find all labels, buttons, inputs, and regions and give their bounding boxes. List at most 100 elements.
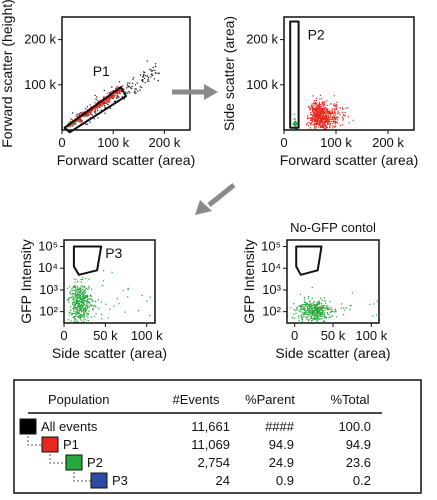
gate-polygon[interactable] <box>295 245 323 276</box>
event-point <box>324 112 327 114</box>
event-point <box>86 306 89 309</box>
event-point <box>84 308 86 310</box>
event-point <box>81 310 83 313</box>
event-point <box>345 107 347 110</box>
event-point <box>323 108 325 111</box>
event-point <box>91 299 93 301</box>
event-point <box>94 304 96 307</box>
event-point <box>344 309 346 311</box>
event-point <box>71 295 74 297</box>
event-point <box>109 101 111 103</box>
event-point <box>74 315 77 317</box>
event-point <box>79 287 82 290</box>
event-point <box>313 102 316 105</box>
event-point <box>309 107 312 109</box>
event-point <box>317 112 319 114</box>
event-point <box>76 294 78 296</box>
event-point <box>322 113 324 116</box>
event-point <box>82 291 85 293</box>
population-name: P2 <box>87 455 103 470</box>
table-row[interactable]: P1 11,069 94.9 94.9 <box>27 436 371 453</box>
event-point <box>85 311 87 313</box>
event-point <box>321 102 323 104</box>
event-point <box>86 313 89 315</box>
event-point <box>315 104 317 107</box>
plot-frame <box>283 16 415 131</box>
event-point <box>312 121 314 123</box>
event-point <box>77 290 79 292</box>
tree-connector <box>27 436 42 446</box>
event-point <box>321 116 323 118</box>
event-point <box>118 90 120 93</box>
event-point <box>144 74 146 77</box>
event-point <box>314 109 317 112</box>
event-point <box>321 98 323 100</box>
event-point <box>323 131 324 132</box>
event-point <box>322 112 325 115</box>
event-point <box>82 295 85 297</box>
event-point <box>291 316 293 319</box>
event-point <box>318 303 321 305</box>
event-point <box>330 131 331 132</box>
event-point <box>128 90 130 93</box>
event-point <box>302 303 304 306</box>
table-row[interactable]: All events 11,661 #### 100.0 <box>19 418 371 435</box>
event-point <box>83 311 85 314</box>
event-point <box>335 114 337 116</box>
event-point <box>309 123 311 125</box>
event-point <box>306 309 308 312</box>
event-point <box>137 90 139 92</box>
event-point <box>87 288 89 291</box>
event-point <box>325 302 327 304</box>
event-point <box>82 286 84 288</box>
event-point <box>329 308 331 310</box>
event-point <box>323 314 326 316</box>
event-point <box>311 120 313 122</box>
event-point <box>119 93 121 95</box>
event-point <box>71 112 74 114</box>
event-point <box>322 121 324 123</box>
event-point <box>312 111 314 113</box>
event-point <box>87 111 90 114</box>
x-axis-title: Side scatter (area) <box>52 345 167 361</box>
event-point <box>319 98 321 100</box>
event-point <box>316 304 318 306</box>
event-point <box>322 115 325 117</box>
event-point <box>75 313 78 316</box>
event-point <box>336 119 339 121</box>
event-point <box>311 286 313 289</box>
table-row[interactable]: P2 2,754 24.9 23.6 <box>49 454 371 471</box>
event-point <box>303 303 305 306</box>
event-point <box>79 313 81 315</box>
event-point <box>96 109 99 112</box>
event-point <box>156 298 157 299</box>
plots-layer: P1 0 100 k 200 k 100 k 200 k Forward scatter (… <box>0 0 418 361</box>
event-point <box>344 115 346 117</box>
event-point <box>307 124 310 127</box>
gate-polygon[interactable] <box>63 86 127 134</box>
event-point <box>73 304 75 306</box>
gate-polygon[interactable] <box>289 20 300 129</box>
event-point <box>333 103 336 105</box>
event-point <box>319 110 321 112</box>
event-point <box>122 289 124 291</box>
event-point <box>324 307 326 309</box>
event-point <box>72 307 74 310</box>
table-row[interactable]: P3 24 0.9 0.2 <box>73 472 371 489</box>
event-point <box>158 72 160 74</box>
event-point <box>332 125 334 127</box>
event-point <box>75 290 78 293</box>
event-point <box>77 301 79 303</box>
event-point <box>83 321 85 323</box>
event-point <box>308 304 310 307</box>
event-point <box>85 305 87 307</box>
gate-polygon[interactable] <box>72 245 103 276</box>
event-point <box>132 77 135 79</box>
event-point <box>307 310 309 312</box>
event-point <box>322 123 324 126</box>
event-point <box>347 116 350 118</box>
event-point <box>147 80 149 82</box>
event-point <box>74 306 77 308</box>
event-point <box>314 314 316 316</box>
event-point <box>333 118 335 120</box>
